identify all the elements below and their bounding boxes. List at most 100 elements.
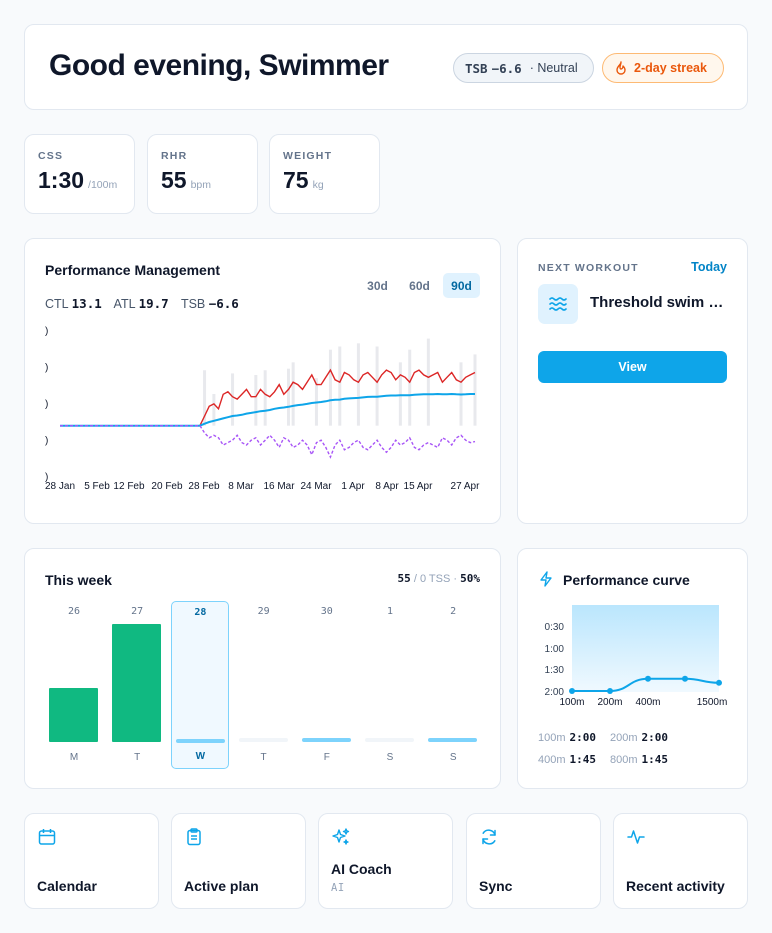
- flame-icon: [616, 61, 626, 75]
- day-column-t[interactable]: 29 T: [235, 601, 293, 769]
- week-percent: 50%: [460, 572, 480, 585]
- curve-list-item: 400m 1:45: [538, 753, 597, 766]
- stat-unit: bpm: [190, 179, 212, 191]
- performance-curve-card: Performance curve 0:30 1:00 1:30 2:00 100m 20…: [517, 548, 748, 789]
- curve-point: [716, 679, 722, 686]
- curve-y-label: 1:30: [545, 665, 565, 676]
- stat-unit: kg: [312, 179, 324, 191]
- day-column-f[interactable]: 30 F: [298, 601, 356, 769]
- tile-label: Active plan: [184, 878, 259, 894]
- view-workout-button[interactable]: View: [538, 351, 727, 383]
- this-week-card: This week 55 / 0 TSS · 50% 26 M 27 T 28 W 29 T 3…: [24, 548, 501, 789]
- workout-name[interactable]: Threshold swim …: [590, 294, 724, 311]
- day-date: 1: [386, 606, 394, 617]
- stat-value: 55: [161, 167, 187, 193]
- metric-label: CTL: [45, 297, 69, 311]
- day-bar: [176, 739, 226, 743]
- greeting-title: Good evening, Swimmer: [49, 49, 389, 82]
- day-column-m[interactable]: 26 M: [45, 601, 103, 769]
- tss-bar: [231, 373, 235, 426]
- curve-title: Performance curve: [563, 572, 690, 588]
- clipboard-icon: [187, 828, 201, 846]
- x-tick-label: 12 Feb: [113, 481, 145, 492]
- day-column-w[interactable]: 28 W: [171, 601, 230, 769]
- day-date: 2: [450, 606, 457, 617]
- streak-badge: 2-day streak: [602, 53, 724, 83]
- stat-label: CSS: [38, 150, 64, 162]
- curve-point: [645, 675, 651, 682]
- day-bar: [428, 738, 478, 742]
- pmc-metrics: CTL 13.1 ATL 19.7 TSB −6.6: [45, 296, 248, 311]
- day-bar: [238, 738, 288, 742]
- week-separator: ·: [453, 573, 458, 585]
- curve-list-item: 800m 1:45: [610, 753, 669, 766]
- x-tick-label: 16 Mar: [263, 481, 295, 492]
- week-summary: 55 / 0 TSS · 50%: [398, 572, 480, 585]
- tsb-badge-label: TSB: [465, 60, 488, 76]
- y-tick-label: ): [45, 326, 48, 337]
- day-bar: [112, 624, 162, 742]
- x-tick-label: 8 Apr: [375, 481, 399, 492]
- streak-label: 2-day streak: [634, 61, 707, 75]
- metric-value: −6.6: [208, 296, 239, 311]
- day-date: 30: [320, 606, 333, 617]
- tss-bar: [212, 394, 216, 426]
- tss-bar: [203, 370, 207, 426]
- tsb-badge-status: · Neutral: [529, 61, 578, 75]
- range-60d-button[interactable]: 60d: [409, 278, 430, 293]
- curve-x-label: 400m: [635, 697, 660, 708]
- tile-sub: AI: [331, 882, 345, 894]
- tss-bar: [356, 343, 360, 426]
- day-letter: F: [323, 752, 330, 763]
- range-30d-button[interactable]: 30d: [367, 278, 388, 293]
- tile-calendar[interactable]: Calendar: [24, 813, 159, 909]
- x-tick-label: 1 Apr: [341, 481, 365, 492]
- stat-rhr: RHR 55 bpm: [147, 134, 258, 214]
- tile-label: AI Coach: [331, 861, 392, 877]
- tile-label: Sync: [479, 878, 513, 894]
- tss-bar: [254, 375, 258, 426]
- range-90d-button[interactable]: 90d: [443, 273, 480, 298]
- day-letter: S: [449, 752, 457, 763]
- day-letter: T: [260, 752, 267, 763]
- stat-value: 1:30: [38, 167, 85, 193]
- tile-sync[interactable]: Sync: [466, 813, 601, 909]
- tss-bar: [398, 362, 402, 426]
- day-date: 28: [194, 607, 207, 618]
- series-ctl-line: [60, 392, 475, 427]
- stat-unit: /100m: [88, 179, 118, 191]
- tsb-badge-value: −6.6: [491, 60, 522, 76]
- y-tick-label: ): [45, 399, 48, 410]
- tile-ai-coach[interactable]: AI Coach AI: [318, 813, 453, 909]
- next-workout-label: NEXT WORKOUT: [538, 262, 639, 274]
- curve-x-label: 1500m: [697, 697, 728, 708]
- x-tick-label: 28 Feb: [188, 481, 220, 492]
- day-letter: T: [134, 752, 141, 763]
- tile-active-plan[interactable]: Active plan: [171, 813, 306, 909]
- tss-bar: [286, 368, 290, 426]
- header-card: Good evening, Swimmer TSB −6.6 · Neutral…: [24, 24, 748, 110]
- tss-bar: [375, 346, 379, 426]
- curve-point: [607, 688, 613, 694]
- week-title: This week: [45, 572, 112, 588]
- day-bar: [301, 738, 351, 742]
- metric-value: 13.1: [71, 296, 102, 311]
- day-letter: W: [195, 751, 206, 762]
- day-column-t[interactable]: 27 T: [108, 601, 166, 769]
- week-grid: 26 M 27 T 28 W 29 T 30 F 1 S 2 S: [45, 601, 482, 769]
- tss-bar: [328, 349, 332, 426]
- calendar-icon: [38, 829, 56, 845]
- metric-label: ATL: [113, 297, 136, 311]
- curve-point: [569, 688, 575, 694]
- stat-value: 75: [283, 167, 309, 193]
- lightning-icon: [540, 571, 552, 587]
- swim-waves-icon: [538, 284, 578, 324]
- series-tsb-line: [60, 425, 476, 459]
- week-tss-planned: / 0 TSS: [413, 573, 451, 585]
- tile-recent-activity[interactable]: Recent activity: [613, 813, 748, 909]
- activity-icon: [627, 830, 645, 844]
- tss-bar: [408, 349, 412, 426]
- pmc-title: Performance Management: [45, 262, 221, 278]
